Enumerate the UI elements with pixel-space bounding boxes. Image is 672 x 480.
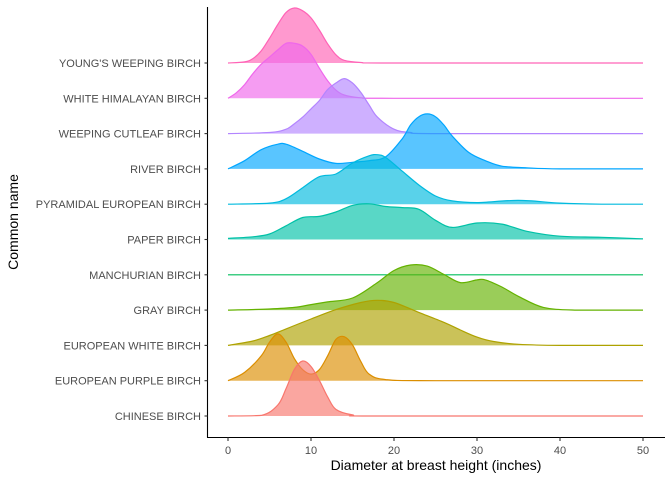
ridge-area-river-birch: [228, 113, 643, 169]
ridge-line-european-purple-birch: [227, 333, 643, 382]
ridge-area-paper-birch: [228, 203, 643, 240]
y-tick-label: CHINESE BIRCH: [115, 411, 201, 423]
x-tick-label: 10: [305, 445, 317, 457]
ridge-line-river-birch: [227, 113, 643, 170]
ridges-layer: [227, 7, 644, 417]
y-axis-title: Common name: [5, 174, 21, 270]
x-tick-label: 50: [637, 445, 649, 457]
x-tick-label: 30: [471, 445, 483, 457]
y-tick-label: MANCHURIAN BIRCH: [89, 270, 201, 282]
x-tick-label: 40: [554, 445, 566, 457]
ridge-area-european-purple-birch: [228, 333, 643, 381]
y-ticks-layer: CHINESE BIRCH EUROPEAN PURPLE BIRCH EUROPE…: [36, 58, 208, 423]
ridge-area-chinese-birch: [228, 360, 643, 416]
x-tick-label: 0: [225, 445, 231, 457]
x-axis-title: Diameter at breast height (inches): [331, 457, 542, 473]
ridge-line-pyramidal-european-birch: [227, 153, 643, 205]
y-tick-label: WHITE HIMALAYAN BIRCH: [63, 93, 201, 105]
y-tick-label: GRAY BIRCH: [134, 305, 201, 317]
y-tick-label: RIVER BIRCH: [130, 164, 201, 176]
ridge-area-pyramidal-european-birch: [228, 154, 643, 205]
ridge-line-chinese-birch: [227, 360, 643, 417]
y-tick-label: EUROPEAN PURPLE BIRCH: [55, 376, 201, 388]
ridge-area-gray-birch: [228, 264, 643, 311]
ridge-line-young-s-weeping-birch: [227, 7, 643, 64]
ridge-area-white-himalayan-birch: [228, 42, 643, 99]
ridge-area-weeping-cutleaf-birch: [228, 78, 643, 134]
y-tick-label: EUROPEAN WHITE BIRCH: [63, 340, 201, 352]
y-tick-label: WEEPING CUTLEAF BIRCH: [59, 129, 201, 141]
ridge-line-gray-birch: [227, 264, 643, 311]
ridge-line-paper-birch: [227, 203, 644, 240]
y-tick-label: PYRAMIDAL EUROPEAN BIRCH: [36, 199, 201, 211]
y-tick-label: PAPER BIRCH: [127, 235, 201, 247]
ridge-line-european-white-birch: [227, 299, 643, 347]
x-tick-label: 20: [388, 445, 400, 457]
x-ticks-layer: 0 10 20 30 40 50: [225, 437, 649, 457]
y-tick-label: YOUNG'S WEEPING BIRCH: [59, 58, 201, 70]
